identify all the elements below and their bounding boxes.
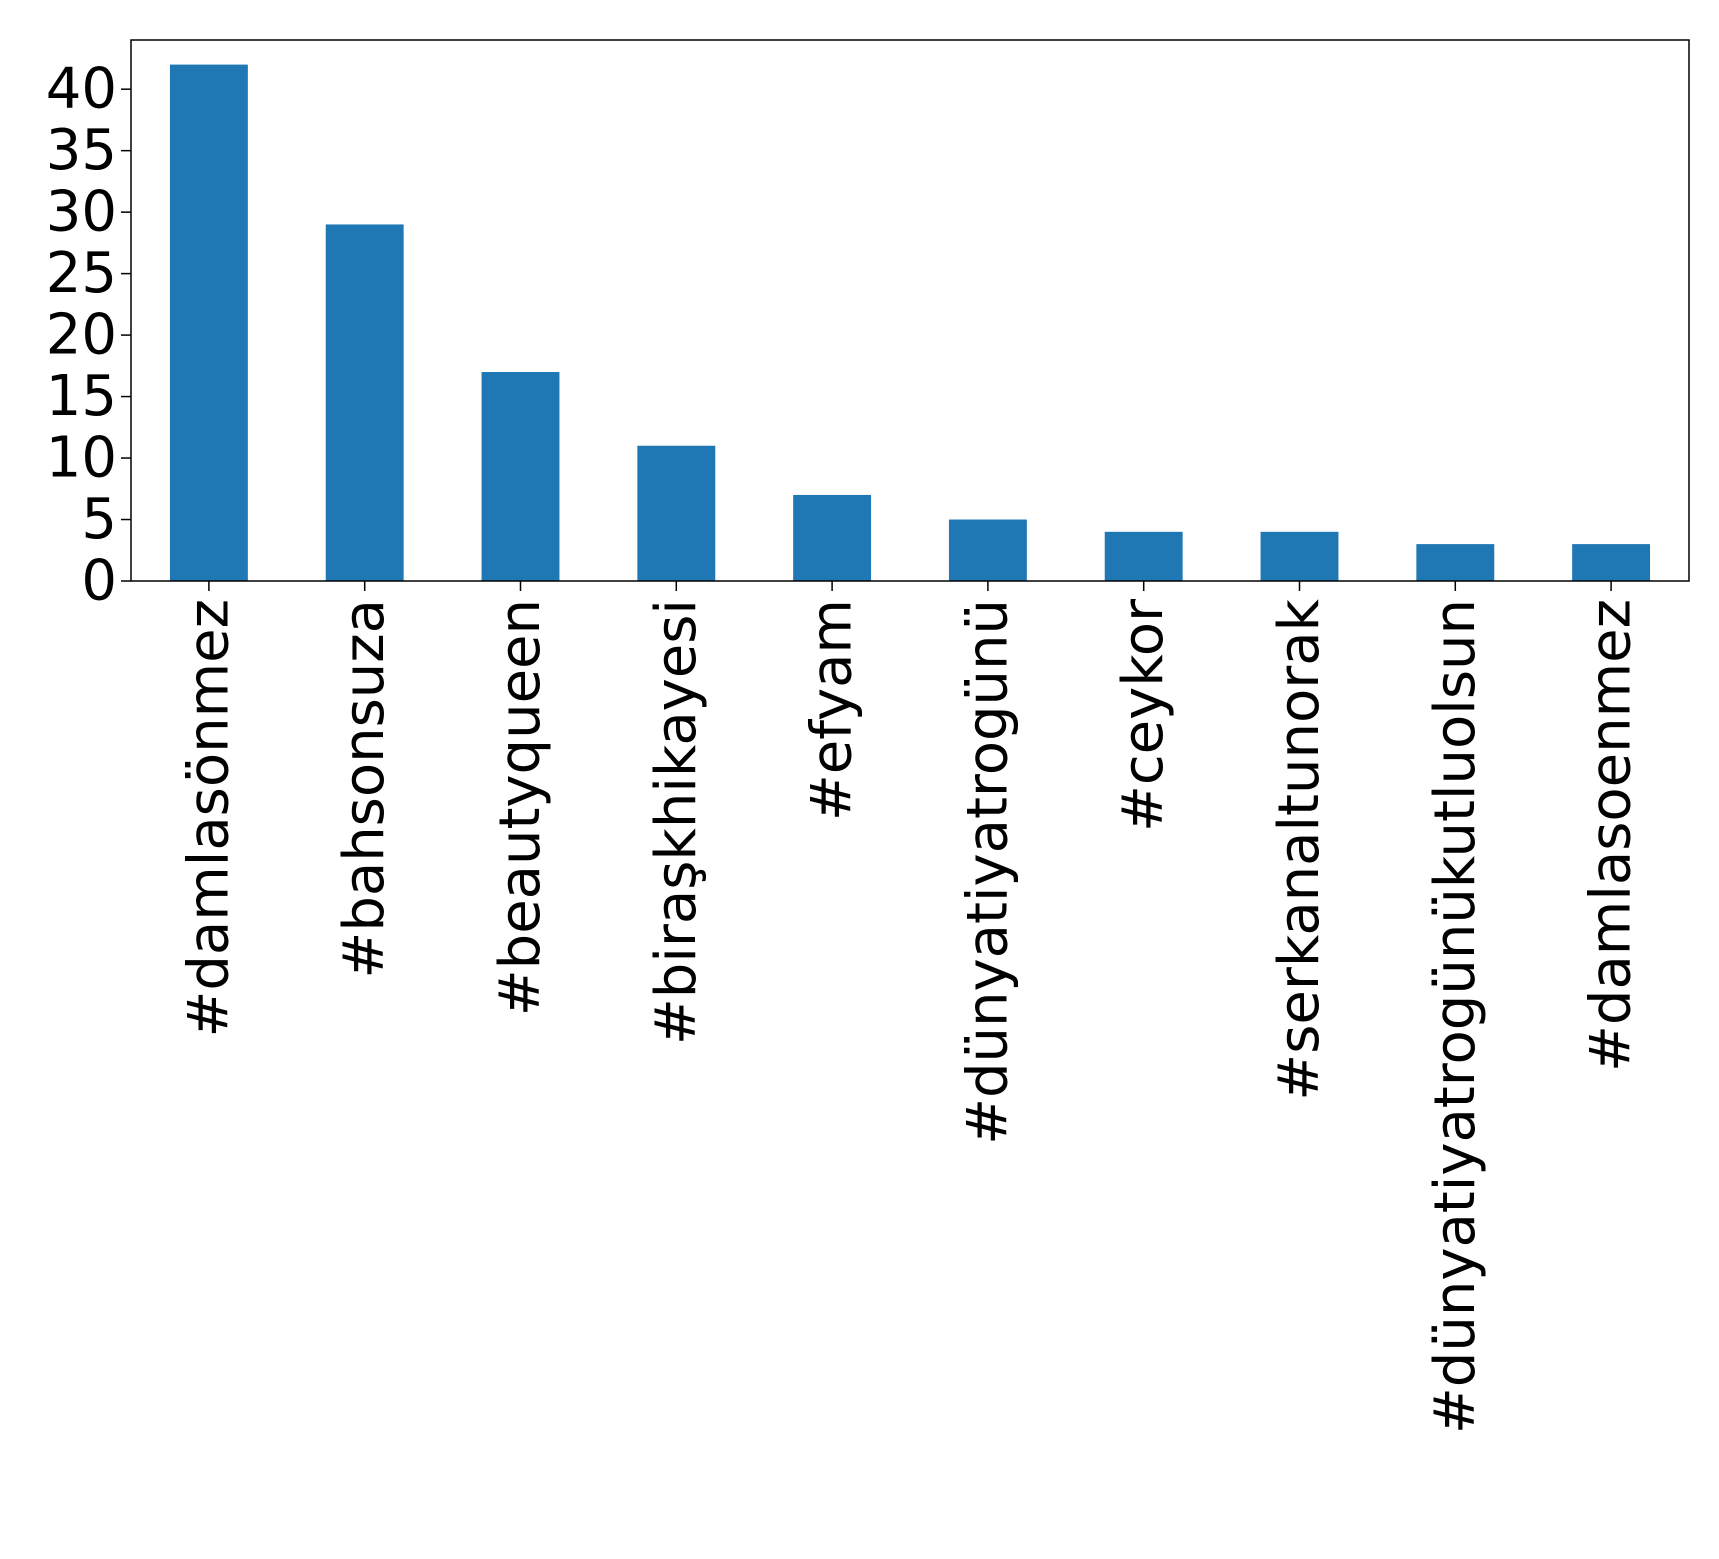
x-tick-label: #ceykor — [1111, 598, 1176, 832]
x-tick-label: #beautyqueen — [488, 599, 553, 1016]
x-tick-label: #dünyatiyatrogünükutluolsun — [1423, 599, 1488, 1434]
x-tick-label: #dünyatiyatrogünü — [955, 599, 1020, 1145]
bar — [1260, 531, 1339, 581]
y-tick-label: 40 — [46, 57, 117, 122]
bar — [948, 519, 1027, 581]
bar — [481, 371, 560, 581]
y-tick-label: 35 — [46, 118, 117, 183]
y-tick-label: 10 — [46, 426, 117, 491]
x-tick-label: #efyam — [800, 599, 865, 821]
bar — [1416, 544, 1495, 581]
plot-frame — [130, 39, 1690, 582]
y-tick-label: 25 — [46, 241, 117, 306]
y-tick-label: 5 — [81, 487, 117, 552]
x-tick-label: #serkanaltunorak — [1267, 598, 1332, 1100]
bar — [1572, 544, 1651, 581]
x-tick-label: #biraşkhikayesi — [644, 599, 709, 1045]
x-tick-label: #damlasönmez — [176, 599, 241, 1038]
bar — [169, 64, 248, 581]
x-axis: #damlasönmez #bahsonsuza #beautyqueen #bira… — [176, 581, 1644, 1434]
bar — [325, 224, 404, 581]
bars-group — [169, 64, 1651, 581]
bar — [793, 494, 872, 581]
y-tick-label: 20 — [46, 303, 117, 368]
bar — [637, 445, 716, 581]
x-tick-label: #bahsonsuza — [332, 599, 397, 979]
x-tick-label: #damlasoenmez — [1579, 599, 1644, 1072]
bar — [1104, 531, 1183, 581]
y-tick-label: 15 — [46, 364, 117, 429]
y-tick-label: 30 — [46, 180, 117, 245]
y-tick-label: 0 — [81, 549, 117, 614]
